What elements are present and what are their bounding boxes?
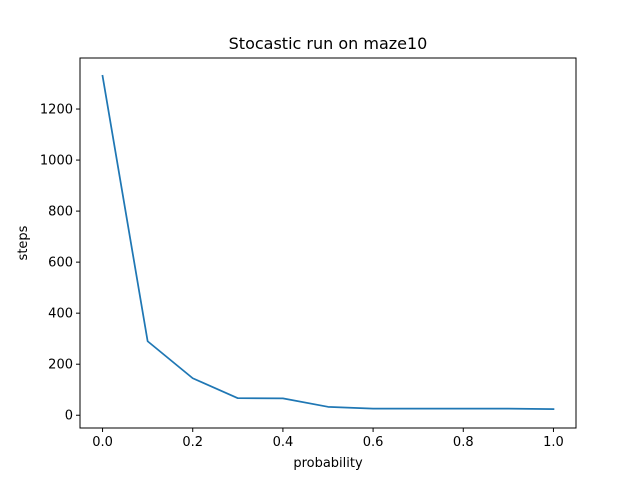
x-tick-label: 0.8 — [453, 435, 474, 450]
plot-area: 0.0 0.2 0.4 0.6 0.8 1.0 0 200 400 600 800 1000 1200 — [40, 74, 564, 450]
y-tick-label: 200 — [48, 358, 73, 373]
y-tick-label: 0 — [65, 409, 73, 424]
x-axis-label: probability — [293, 456, 363, 471]
x-tick-label: 0.6 — [363, 435, 384, 450]
y-tick-label: 1200 — [40, 103, 73, 118]
y-tick-label: 600 — [48, 256, 73, 271]
x-tick-label: 0.0 — [92, 435, 113, 450]
chart-title: Stocastic run on maze10 — [229, 34, 428, 53]
plot-frame — [79, 57, 577, 429]
y-tick-label: 800 — [48, 205, 73, 220]
x-tick-label: 1.0 — [543, 435, 564, 450]
y-tick-label: 1000 — [40, 154, 73, 169]
y-axis-label: steps — [16, 225, 31, 260]
series-line — [101, 74, 555, 411]
y-tick-label: 400 — [48, 307, 73, 322]
x-tick-label: 0.2 — [182, 435, 203, 450]
x-tick-label: 0.4 — [273, 435, 294, 450]
